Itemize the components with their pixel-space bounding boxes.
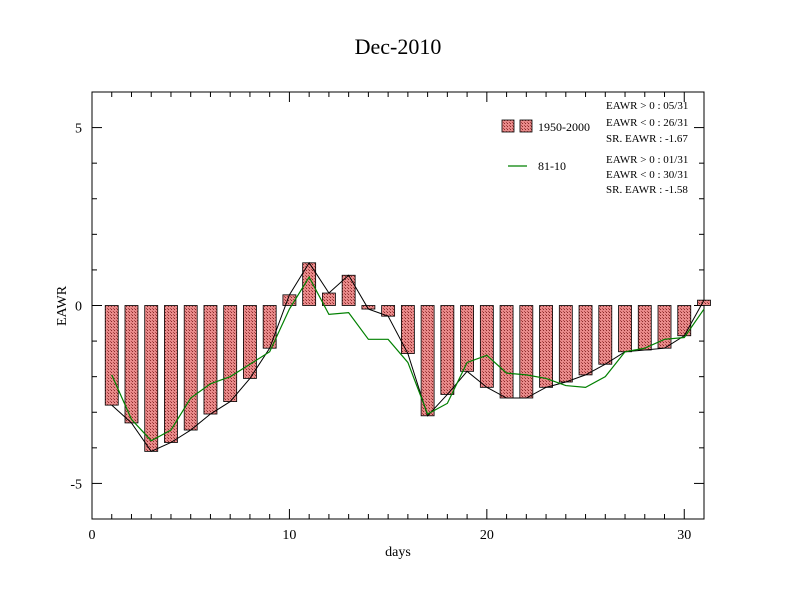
y-tick-label: -5 xyxy=(70,477,82,492)
bar-day-1 xyxy=(104,305,119,406)
bar-day-24 xyxy=(558,305,573,383)
bar-day-3 xyxy=(144,305,159,452)
annotation-g2-sr: SR. EAWR : -1.58 xyxy=(606,184,688,196)
bar-day-7 xyxy=(223,305,238,402)
bar-day-2 xyxy=(124,305,139,424)
y-axis-label: EAWR xyxy=(55,285,70,326)
bar-day-5 xyxy=(183,305,198,431)
bar-day-22 xyxy=(519,305,534,399)
axes: 0 10 20 30 5 0 -5 xyxy=(70,91,705,543)
line-81-10 xyxy=(111,275,705,442)
legend: 1950-2000 81-10 xyxy=(501,119,590,173)
bar-day-16 xyxy=(400,305,415,354)
bar-day-28 xyxy=(637,305,652,351)
bar-day-20 xyxy=(479,305,494,388)
annotation-g1-positive: EAWR > 0 : 05/31 xyxy=(606,100,688,112)
bar-day-27 xyxy=(618,305,632,353)
x-tick-label: 20 xyxy=(480,528,494,543)
x-tick-label: 10 xyxy=(282,528,296,543)
bar-day-17 xyxy=(420,305,435,417)
x-tick-label: 30 xyxy=(677,528,691,543)
bar-day-21 xyxy=(499,305,514,399)
y-tick-label: 0 xyxy=(75,300,82,315)
annotation-g2-positive: EAWR > 0 : 01/31 xyxy=(606,154,688,166)
bar-series xyxy=(104,262,711,452)
bar-day-23 xyxy=(539,305,553,388)
x-axis-label: days xyxy=(385,545,411,560)
annotation-g1-sr: SR. EAWR : -1.67 xyxy=(606,133,688,145)
bar-day-18 xyxy=(440,305,455,395)
annotation-g2-negative: EAWR < 0 : 30/31 xyxy=(606,169,688,181)
bar-day-6 xyxy=(203,305,218,415)
bar-day-12 xyxy=(322,292,336,306)
line-series xyxy=(111,261,705,453)
y-tick-label: 5 xyxy=(75,122,82,137)
bar-day-19 xyxy=(460,305,474,372)
bar-day-10 xyxy=(282,294,297,306)
legend-bar-swatch-left xyxy=(501,119,515,133)
legend-bar-swatch-right xyxy=(519,119,533,133)
bar-day-26 xyxy=(598,305,613,365)
legend-label-1950-2000: 1950-2000 xyxy=(538,120,590,134)
chart-title: Dec-2010 xyxy=(355,34,442,59)
x-tick-label: 0 xyxy=(89,528,96,543)
bar-day-25 xyxy=(578,305,593,376)
annotations: EAWR > 0 : 05/31 EAWR < 0 : 26/31 SR. EA… xyxy=(606,100,688,196)
line-1950-2000 xyxy=(111,261,705,453)
legend-label-81-10: 81-10 xyxy=(538,159,566,173)
annotation-g1-negative: EAWR < 0 : 26/31 xyxy=(606,117,688,129)
